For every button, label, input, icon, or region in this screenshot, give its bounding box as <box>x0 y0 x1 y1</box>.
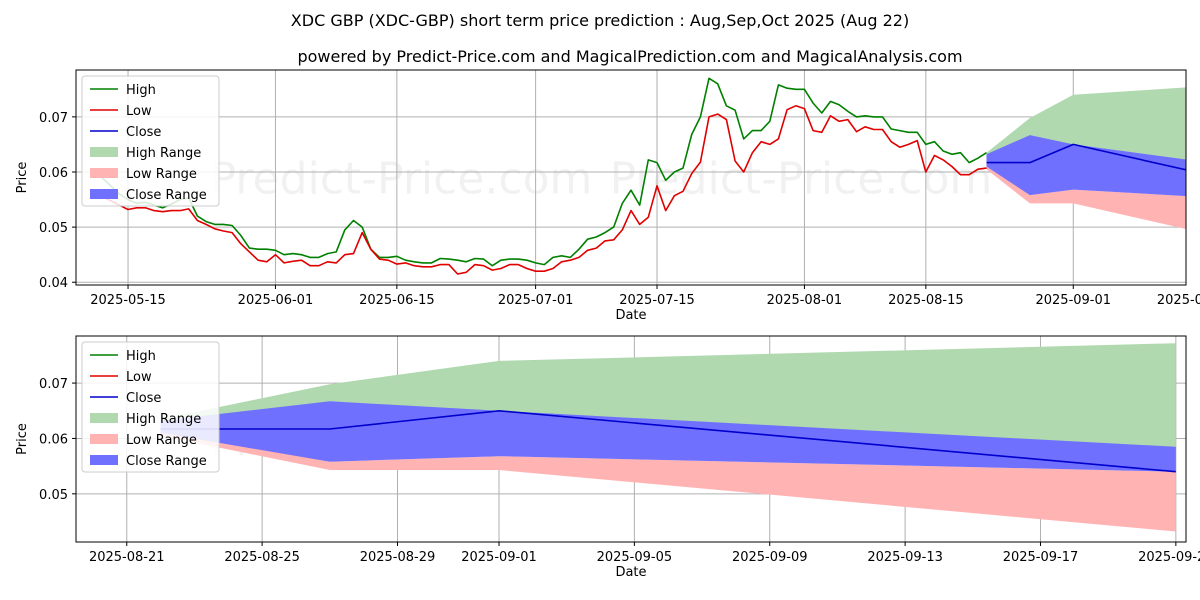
y-tick-label: 0.06 <box>39 166 68 181</box>
y-axis-label: Price <box>15 162 30 194</box>
y-tick-label: 0.07 <box>39 377 68 392</box>
plot-frame <box>75 69 1187 286</box>
x-tick-label: 2025-08-29 <box>360 550 436 565</box>
y-tick-label: 0.07 <box>39 111 68 126</box>
legend-swatch-low-range <box>90 434 118 444</box>
y-tick-label: 0.04 <box>39 276 68 291</box>
x-tick-label: 2025-06-01 <box>238 293 314 308</box>
legend-swatch-low-range <box>90 168 118 178</box>
legend-label-close: Close <box>126 391 161 406</box>
x-tick-label: 2025-08-21 <box>89 550 165 565</box>
legend-label-close: Close <box>126 125 161 140</box>
plot-frame <box>75 335 1187 543</box>
forecast-panel: Predict-Price.comPredict-Price.com2025-0… <box>15 335 1200 580</box>
low-range-band <box>986 163 1186 230</box>
chart-title: XDC GBP (XDC-GBP) short term price predi… <box>291 11 909 30</box>
x-tick-label: 2025-09-01 <box>461 550 537 565</box>
x-axis-label: Date <box>615 308 646 323</box>
y-tick-label: 0.05 <box>39 221 68 236</box>
x-tick-label: 2025-07-15 <box>619 293 695 308</box>
x-tick-label: 2025-06-15 <box>359 293 435 308</box>
legend-swatch-close-range <box>90 189 118 199</box>
legend-label-close-range: Close Range <box>126 188 207 203</box>
x-tick-label: 2025-09-09 <box>732 550 808 565</box>
y-axis-label: Price <box>15 423 30 455</box>
x-tick-label: 2025-09-17 <box>1003 550 1079 565</box>
legend-label-low-range: Low Range <box>126 167 197 182</box>
y-tick-label: 0.05 <box>39 488 68 503</box>
legend-label-high: High <box>126 349 156 364</box>
legend-swatch-high-range <box>90 413 118 423</box>
y-tick-label: 0.06 <box>39 432 68 447</box>
close-series-line <box>986 143 1186 171</box>
x-tick-label: 2025-09-01 <box>1035 293 1111 308</box>
chart-subtitle: powered by Predict-Price.com and Magical… <box>297 47 962 66</box>
low-series-line <box>101 105 987 275</box>
close-range-band <box>986 135 1186 197</box>
x-tick-label: 2025-09-13 <box>867 550 943 565</box>
legend-label-low: Low <box>126 370 152 385</box>
x-tick-label: 2025-05-15 <box>90 293 166 308</box>
plot-area <box>160 343 1176 532</box>
close-series-line <box>160 409 1176 473</box>
plot-area <box>101 77 1186 275</box>
legend-label-low-range: Low Range <box>126 433 197 448</box>
x-tick-label: 2025-08-01 <box>767 293 843 308</box>
watermark-text-left: Predict-Price.com <box>210 154 593 205</box>
x-tick-label: 2025-09-05 <box>597 550 673 565</box>
legend-label-high: High <box>126 83 156 98</box>
legend-label-low: Low <box>126 104 152 119</box>
low-range-band <box>160 430 1176 532</box>
legend-label-close-range: Close Range <box>126 454 207 469</box>
high-series-line <box>101 77 987 267</box>
legend-swatch-high-range <box>90 147 118 157</box>
history-panel: Predict-Price.com Predict-Price.com 2025-0… <box>15 69 1200 323</box>
legend-label-high-range: High Range <box>126 412 201 427</box>
legend: High Low Close High Range Low Range Close Ran… <box>81 75 220 207</box>
legend-swatch-close-range <box>90 455 118 465</box>
x-axis-label: Date <box>615 565 646 580</box>
close-range-band <box>160 401 1176 472</box>
legend-label-high-range: High Range <box>126 146 201 161</box>
legend: High Low Close High Range Low Range Close Ran… <box>81 341 220 473</box>
x-tick-label: 2025-08-25 <box>224 550 300 565</box>
x-tick-label: 2025-08-15 <box>888 293 964 308</box>
x-tick-label: 2025-09-21 <box>1138 550 1200 565</box>
x-tick-label: 2025-07-01 <box>498 293 574 308</box>
x-tick-label: 2025-09-15 <box>1157 293 1200 308</box>
